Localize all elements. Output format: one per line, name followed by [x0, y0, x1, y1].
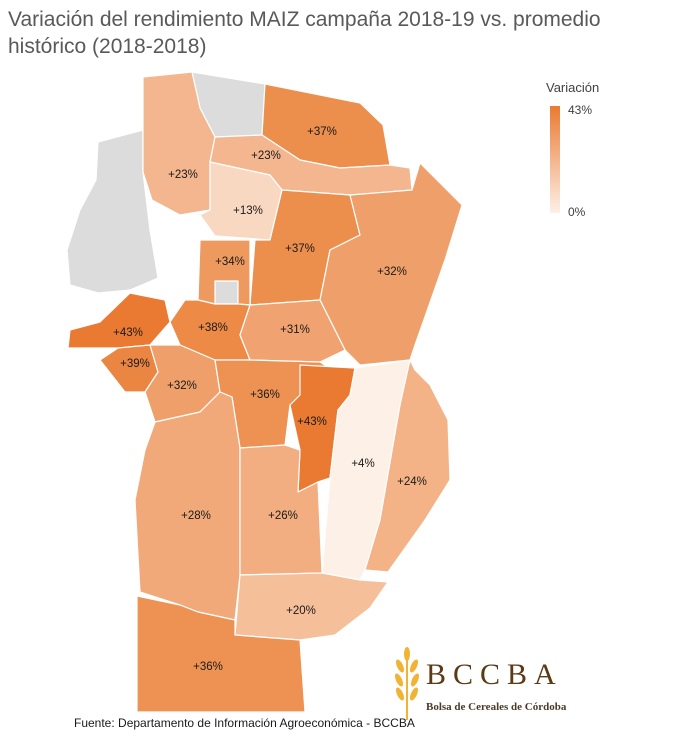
- region-label: +23%: [168, 169, 198, 181]
- region-label: +4%: [351, 458, 374, 470]
- region-label: +26%: [268, 510, 298, 522]
- region-no-data-center: [214, 280, 239, 305]
- map-title: Variación del rendimiento MAIZ campaña 2…: [8, 8, 601, 58]
- region-label: +37%: [285, 243, 315, 255]
- region: [67, 292, 171, 349]
- region-label: +32%: [167, 380, 197, 392]
- region-label: +31%: [280, 324, 310, 336]
- legend-max-label: 43%: [568, 103, 593, 117]
- region-label: +43%: [113, 327, 143, 339]
- region-label: +36%: [193, 661, 223, 673]
- region-label: +38%: [198, 322, 228, 334]
- region-label: +34%: [215, 256, 245, 268]
- region-label: +13%: [233, 205, 263, 217]
- region: [136, 595, 306, 713]
- region-label: +37%: [307, 126, 337, 138]
- region-label: +23%: [251, 150, 281, 162]
- logo-subtitle: Bolsa de Cereales de Córdoba: [426, 701, 567, 713]
- region-label: +36%: [250, 389, 280, 401]
- source-note: Fuente: Departamento de Información Agro…: [74, 716, 415, 730]
- legend-color-scale: [550, 106, 560, 213]
- region-label: +43%: [297, 416, 327, 428]
- region-label: +24%: [397, 476, 427, 488]
- legend-title: Variación: [546, 80, 600, 95]
- wheat-icon: [394, 647, 420, 720]
- region-label: +28%: [181, 510, 211, 522]
- region-label: +32%: [377, 266, 407, 278]
- legend-min-label: 0%: [568, 205, 586, 219]
- no-data-regions: [66, 71, 266, 305]
- bccba-logo: BCCBA Bolsa de Cereales de Córdoba: [392, 646, 566, 722]
- logo-name: BCCBA: [426, 658, 563, 691]
- region-labels: +37% +23% +23% +13% +37% +32% +34% +43% …: [113, 126, 427, 673]
- region-label: +39%: [120, 358, 150, 370]
- region: [199, 161, 283, 241]
- region: [364, 359, 451, 573]
- region-label: +20%: [286, 605, 316, 617]
- data-regions: [67, 71, 463, 713]
- region: [134, 391, 241, 621]
